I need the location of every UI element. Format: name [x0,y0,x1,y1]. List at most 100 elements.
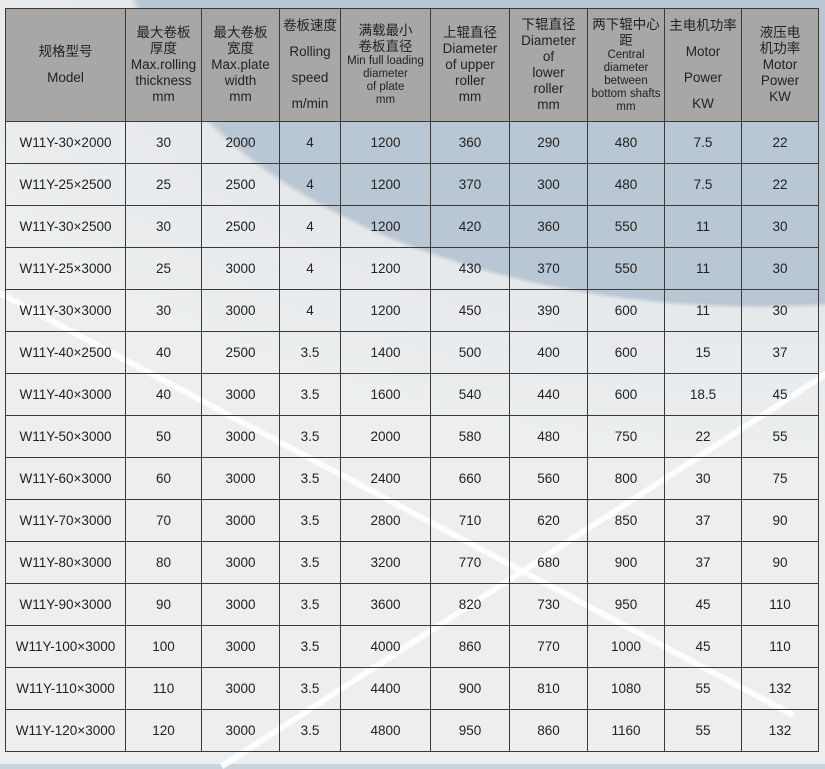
value-cell: 30 [741,205,819,248]
model-cell: W11Y-40×3000 [5,373,126,416]
value-cell: 40 [125,331,202,374]
value-cell: 3200 [340,541,431,584]
value-cell: 3.5 [279,583,341,626]
value-cell: 30 [664,457,742,500]
value-cell: 400 [509,331,588,374]
column-header: 最大卷板 宽度 Max.plate width mm [201,8,280,122]
header-line: of plate [366,81,405,93]
value-cell: 30 [741,289,819,332]
header-line: 最大卷板 [136,25,191,40]
value-cell: 620 [509,499,588,542]
value-cell: 950 [430,709,510,752]
value-cell: 2500 [201,205,280,248]
table-row: W11Y-110×3000 110 3000 3.5 4400 900 810 1080 55 1… [5,667,819,710]
value-cell: 600 [587,373,665,416]
header-line: m/min [291,96,329,111]
value-cell: 480 [587,121,665,164]
value-cell: 4 [279,163,341,206]
column-header: 液压电 机功率 Motor Power KW [741,8,819,122]
value-cell: 100 [125,625,202,668]
value-cell: 60 [125,457,202,500]
value-cell: 3000 [201,247,280,290]
table-row: W11Y-120×3000 120 3000 3.5 4800 950 860 1160 55 1… [5,709,819,752]
value-cell: 770 [509,625,588,668]
table-row: W11Y-25×2500 25 2500 4 1200 370 300 480 7.5 22 [5,163,819,206]
value-cell: 1000 [587,625,665,668]
value-cell: 810 [509,667,588,710]
value-cell: 660 [430,457,510,500]
value-cell: 600 [587,289,665,332]
header-line: Diameter [442,41,498,56]
value-cell: 80 [125,541,202,584]
value-cell: 90 [741,499,819,542]
header-line: 液压电 [759,25,801,40]
value-cell: 37 [664,499,742,542]
header-line: of [542,49,555,64]
value-cell: 4800 [340,709,431,752]
value-cell: 680 [509,541,588,584]
value-cell: 110 [125,667,202,710]
header-line: speed [291,70,329,85]
model-cell: W11Y-30×2500 [5,205,126,248]
value-cell: 1600 [340,373,431,416]
value-cell: 3000 [201,709,280,752]
value-cell: 440 [509,373,588,416]
column-header: 满载最小 卷板直径 Min full loading diameter of plate… [340,8,431,122]
value-cell: 3000 [201,373,280,416]
value-cell: 550 [587,247,665,290]
header-line: mm [616,100,636,113]
value-cell: 70 [125,499,202,542]
header-line: of upper [445,57,495,72]
value-cell: 3000 [201,457,280,500]
value-cell: 800 [587,457,665,500]
value-cell: 600 [587,331,665,374]
column-header: 最大卷板 厚度 Max.rolling thickness mm [125,8,202,122]
value-cell: 950 [587,583,665,626]
value-cell: 300 [509,163,588,206]
value-cell: 1200 [340,247,431,290]
value-cell: 3.5 [279,499,341,542]
value-cell: 7.5 [664,163,742,206]
header-line: 机功率 [759,41,801,56]
header-line: Diameter [521,33,576,48]
value-cell: 3.5 [279,415,341,458]
value-cell: 3000 [201,415,280,458]
table-row: W11Y-30×3000 30 3000 4 1200 450 390 600 11 30 [5,289,819,332]
value-cell: 820 [430,583,510,626]
value-cell: 120 [125,709,202,752]
column-header: 规格型号 Model [5,8,126,122]
value-cell: 420 [430,205,510,248]
value-cell: 2400 [340,457,431,500]
value-cell: 730 [509,583,588,626]
value-cell: 480 [509,415,588,458]
value-cell: 110 [741,625,819,668]
model-cell: W11Y-25×2500 [5,163,126,206]
value-cell: 3000 [201,499,280,542]
table-row: W11Y-90×3000 90 3000 3.5 3600 820 730 950 45 110 [5,583,819,626]
value-cell: 580 [430,415,510,458]
value-cell: 4 [279,121,341,164]
header-line: roller [454,73,485,88]
table-row: W11Y-70×3000 70 3000 3.5 2800 710 620 850 37 90 [5,499,819,542]
model-cell: W11Y-40×2500 [5,331,126,374]
value-cell: 770 [430,541,510,584]
model-cell: W11Y-30×2000 [5,121,126,164]
value-cell: 560 [509,457,588,500]
model-cell: W11Y-50×3000 [5,415,126,458]
value-cell: 37 [741,331,819,374]
model-cell: W11Y-70×3000 [5,499,126,542]
header-line: thickness [135,73,192,88]
header-line: mm [537,97,560,112]
value-cell: 132 [741,709,819,752]
value-cell: 3.5 [279,709,341,752]
value-cell: 1080 [587,667,665,710]
value-cell: 450 [430,289,510,332]
header-line: 最大卷板 [213,25,268,40]
model-cell: W11Y-110×3000 [5,667,126,710]
value-cell: 90 [125,583,202,626]
value-cell: 30 [125,121,202,164]
column-header: 上辊直径 Diameter of upper roller mm [430,8,510,122]
value-cell: 25 [125,247,202,290]
value-cell: 2500 [201,331,280,374]
table-row: W11Y-60×3000 60 3000 3.5 2400 660 560 800 30 75 [5,457,819,500]
